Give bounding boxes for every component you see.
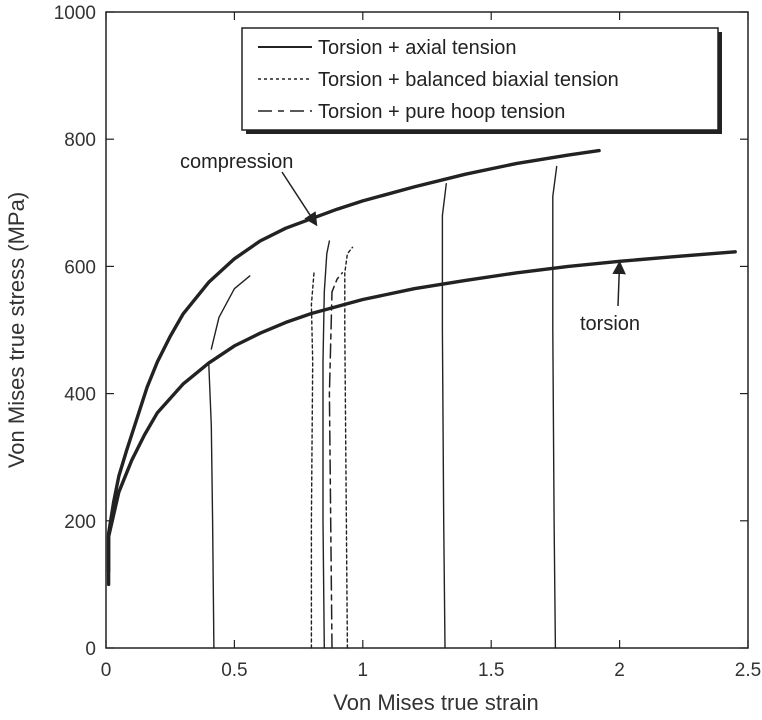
- branch-curve-dotted: [345, 247, 353, 648]
- y-tick-label: 600: [64, 257, 96, 278]
- branch-curve-solid: [442, 184, 446, 648]
- annotation-torsion: torsion: [580, 313, 640, 335]
- series-layer: [109, 151, 736, 648]
- x-tick-label: 0.5: [221, 660, 247, 681]
- y-tick-label: 200: [64, 512, 96, 533]
- annotations: compression torsion: [180, 151, 640, 335]
- legend: Torsion + axial tension Torsion + balanc…: [242, 28, 722, 134]
- x-tick-label: 1: [358, 660, 369, 681]
- y-tick-labels: 0 200 400 600 800 1000: [54, 3, 96, 660]
- branch-curve-solid: [209, 362, 214, 648]
- x-tick-label: 1.5: [478, 660, 504, 681]
- legend-entry-axial: Torsion + axial tension: [318, 37, 516, 59]
- y-tick-label: 1000: [54, 3, 96, 24]
- curve-compression: [109, 151, 599, 572]
- legend-entry-hoop: Torsion + pure hoop tension: [318, 101, 565, 123]
- branch-curve-solid: [323, 241, 329, 648]
- legend-entry-biaxial: Torsion + balanced biaxial tension: [318, 69, 619, 91]
- y-axis-title: Von Mises true stress (MPa): [4, 192, 29, 468]
- y-tick-label: 800: [64, 130, 96, 151]
- x-tick-label: 2.5: [735, 660, 761, 681]
- branch-curve-solid: [211, 276, 250, 349]
- y-tick-label: 400: [64, 385, 96, 406]
- x-tick-label: 2: [614, 660, 625, 681]
- y-tick-label: 0: [85, 639, 96, 660]
- branch-curve-dotted: [311, 273, 314, 648]
- annotation-arrow-compression: [282, 172, 317, 225]
- annotation-arrow-torsion: [618, 262, 620, 306]
- x-tick-labels: 0 0.5 1 1.5 2 2.5: [101, 660, 762, 681]
- branch-curve-solid: [553, 167, 557, 649]
- branch-curve-dashed: [329, 273, 342, 648]
- annotation-compression: compression: [180, 151, 293, 173]
- curve-torsion: [109, 252, 736, 585]
- x-tick-label: 0: [101, 660, 112, 681]
- x-axis-title: Von Mises true strain: [333, 690, 538, 715]
